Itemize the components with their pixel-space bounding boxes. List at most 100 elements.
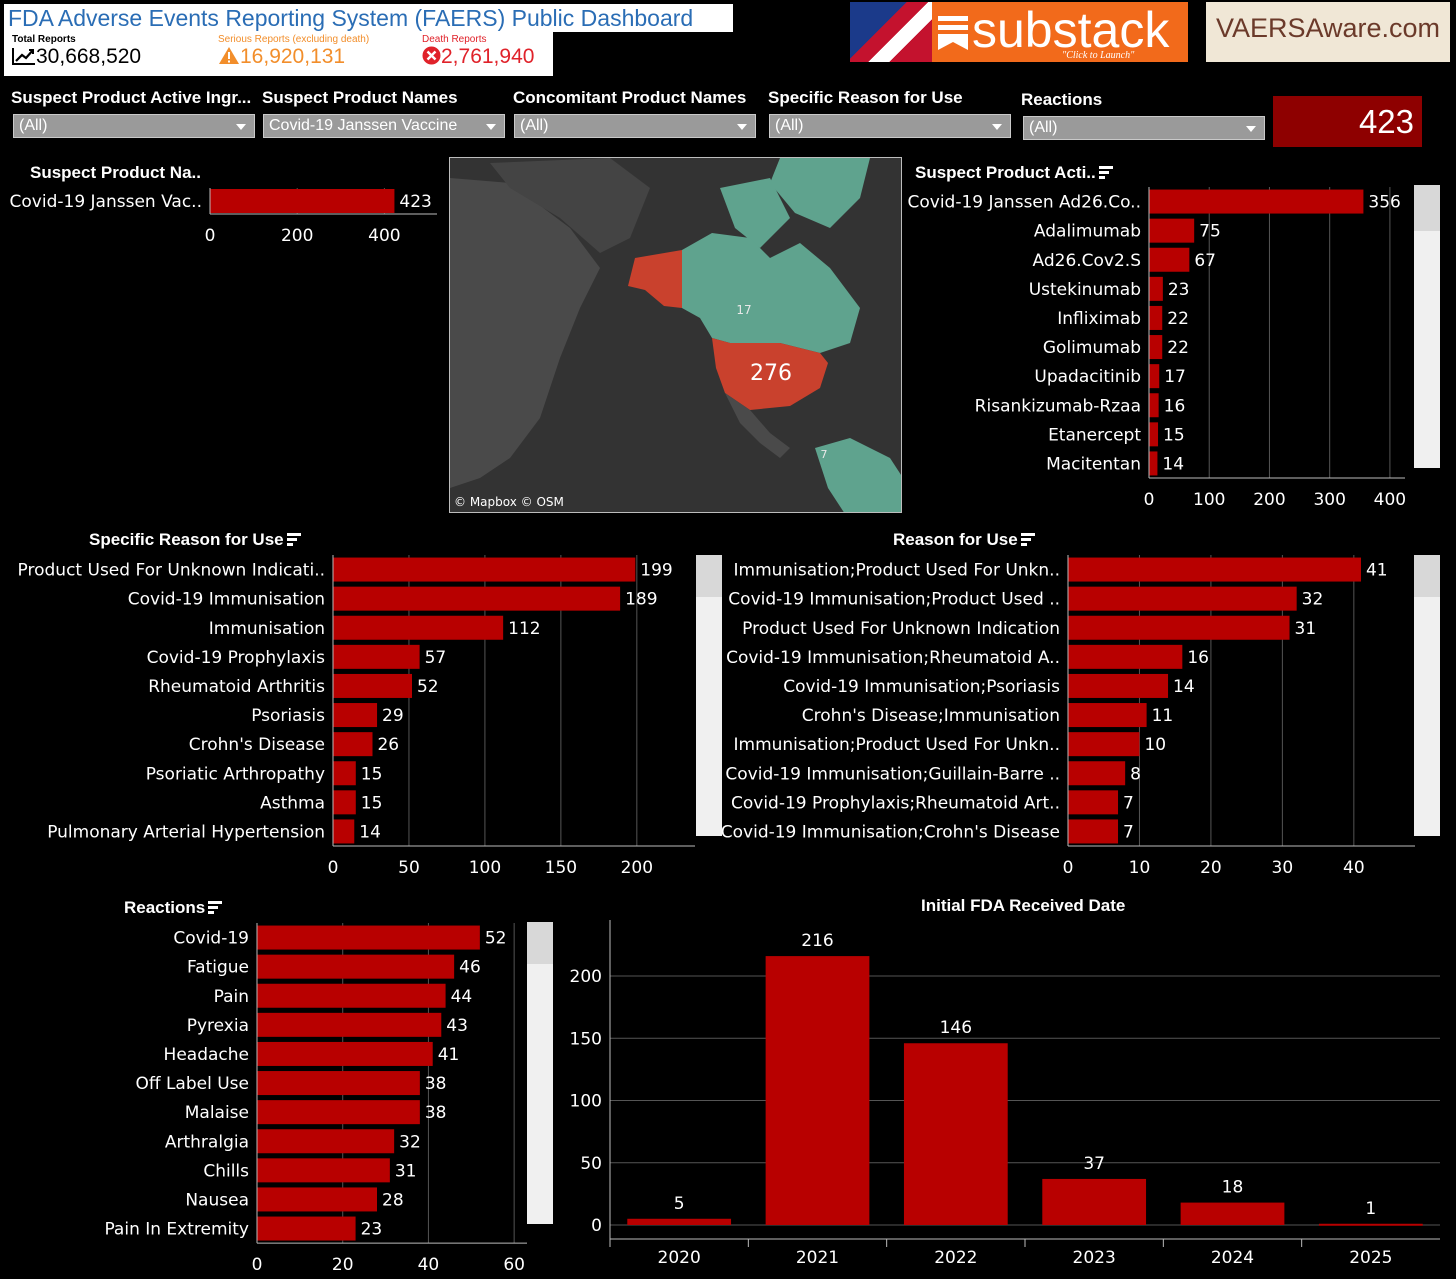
- sort-icon[interactable]: [208, 900, 223, 914]
- map-alaska: [628, 250, 682, 308]
- bar: [1149, 451, 1158, 476]
- category-label: 2020: [658, 1248, 701, 1268]
- sort-icon[interactable]: [1020, 532, 1035, 546]
- eagle-flag-image: [850, 2, 932, 62]
- bar: [333, 615, 504, 640]
- tick-label: 150: [570, 1029, 602, 1049]
- bar: [1149, 422, 1159, 447]
- data-label: 23: [361, 1220, 383, 1240]
- category-label: 2024: [1211, 1248, 1254, 1268]
- bar: [627, 1218, 732, 1225]
- bar: [1068, 732, 1140, 757]
- category-label: Crohn's Disease;Immunisation: [802, 706, 1060, 726]
- tick-label: 50: [398, 858, 420, 877]
- bar: [1068, 790, 1119, 815]
- tick-label: 400: [368, 226, 400, 246]
- data-label: 423: [399, 192, 431, 212]
- country-map[interactable]: 17 276 7 © Mapbox © OSM: [449, 157, 902, 513]
- data-label: 8: [1130, 764, 1141, 784]
- filter-select-concomitant[interactable]: (All): [514, 114, 756, 138]
- filter-label-specific-reason: Specific Reason for Use: [768, 88, 963, 107]
- bar: [210, 189, 395, 213]
- category-label: Macitentan: [1046, 454, 1141, 474]
- chart-specific-reason: Product Used For Unknown Indicati.. 199 Co…: [18, 555, 695, 877]
- category-label: Upadacitinib: [1034, 367, 1141, 387]
- data-label: 41: [1366, 561, 1388, 581]
- category-label: Product Used For Unknown Indication: [742, 619, 1060, 639]
- category-label: Crohn's Disease: [189, 735, 325, 755]
- data-label: 14: [1173, 677, 1195, 697]
- data-label: 14: [1162, 454, 1184, 474]
- scrollbar-thumb[interactable]: [1414, 555, 1440, 597]
- filter-select-reactions[interactable]: (All): [1023, 116, 1265, 140]
- scrollbar-thumb[interactable]: [696, 555, 722, 597]
- kpi-value: 30,668,520: [36, 45, 142, 68]
- filter-select-product-names[interactable]: Covid-19 Janssen Vaccine: [263, 114, 505, 138]
- category-label: Immunisation: [209, 619, 325, 639]
- chart-title-reactions-wrap: Reactions: [124, 898, 223, 918]
- data-label: 16: [1164, 396, 1186, 416]
- tick-label: 150: [545, 858, 577, 877]
- bar: [257, 1041, 433, 1066]
- data-label: 18: [1222, 1178, 1244, 1198]
- data-label: 7: [1123, 793, 1134, 813]
- tick-label: 0: [328, 858, 339, 877]
- bar: [1149, 189, 1364, 214]
- data-label: 75: [1199, 222, 1221, 242]
- category-label: Covid-19: [173, 929, 249, 949]
- substack-banner[interactable]: substack "Click to Launch": [850, 2, 1188, 62]
- filter-select-active-ingredient[interactable]: (All): [13, 114, 255, 138]
- error-icon: [422, 46, 441, 65]
- tick-label: 40: [1343, 858, 1365, 877]
- chevron-down-icon: [486, 124, 496, 130]
- vaersaware-banner[interactable]: VAERSAware.com: [1206, 2, 1450, 62]
- tick-label: 200: [621, 858, 653, 877]
- tick-label: 60: [503, 1255, 525, 1270]
- data-label: 146: [940, 1018, 972, 1038]
- kpi-panel: Total Reports 30,668,520 Serious Reports…: [4, 32, 553, 76]
- sort-icon[interactable]: [1098, 165, 1113, 179]
- data-label: 31: [1295, 619, 1317, 639]
- sort-icon[interactable]: [286, 532, 301, 546]
- data-label: 189: [625, 590, 657, 610]
- category-label: Psoriasis: [251, 706, 325, 726]
- data-label: 37: [1083, 1154, 1105, 1174]
- scrollbar-suspect-product-active[interactable]: [1414, 185, 1440, 468]
- scrollbar-reactions[interactable]: [527, 922, 553, 1224]
- category-label: 2021: [796, 1248, 839, 1268]
- bar: [257, 1187, 377, 1212]
- scrollbar-reason-for-use[interactable]: [1414, 555, 1440, 836]
- category-label: Ustekinumab: [1029, 280, 1141, 300]
- data-label: 57: [425, 648, 447, 668]
- data-label: 41: [438, 1045, 460, 1065]
- category-label: Infliximab: [1057, 309, 1141, 329]
- chart-title-reason-for-use: Reason for Use: [893, 530, 1018, 549]
- bar: [333, 732, 373, 757]
- chart-title-suspect-product-active: Suspect Product Acti..: [915, 163, 1096, 182]
- filter-value: (All): [1029, 119, 1058, 136]
- category-label: Covid-19 Immunisation;Product Used ..: [728, 590, 1060, 610]
- data-label: 216: [801, 931, 833, 951]
- substack-text: substack: [972, 2, 1170, 58]
- bar: [1149, 247, 1190, 272]
- filter-label-active-ingredient: Suspect Product Active Ingr...: [11, 88, 252, 107]
- tick-label: 20: [332, 1255, 354, 1270]
- data-label: 17: [1164, 367, 1186, 387]
- vaersaware-text: VAERSAware.com: [1215, 13, 1441, 43]
- scrollbar-specific-reason[interactable]: [696, 555, 722, 836]
- dashboard-title: FDA Adverse Events Reporting System (FAE…: [8, 5, 694, 31]
- category-label: Ad26.Cov2.S: [1033, 251, 1142, 271]
- tick-label: 300: [1313, 490, 1345, 508]
- bar: [257, 983, 446, 1008]
- scrollbar-thumb[interactable]: [1414, 185, 1440, 231]
- data-label: 7: [1123, 822, 1134, 842]
- filter-value: Covid-19 Janssen Vaccine: [269, 117, 458, 134]
- filter-select-specific-reason[interactable]: (All): [769, 114, 1011, 138]
- scrollbar-thumb[interactable]: [527, 922, 553, 964]
- bar: [1149, 393, 1159, 418]
- bar: [1068, 586, 1297, 611]
- chart-reactions: Covid-19 52 Fatigue 46 Pain 44 Pyrexia 43 Headac…: [104, 923, 527, 1270]
- map-land-siberia: [490, 158, 650, 253]
- filter-value: (All): [520, 117, 549, 134]
- bar: [333, 703, 378, 728]
